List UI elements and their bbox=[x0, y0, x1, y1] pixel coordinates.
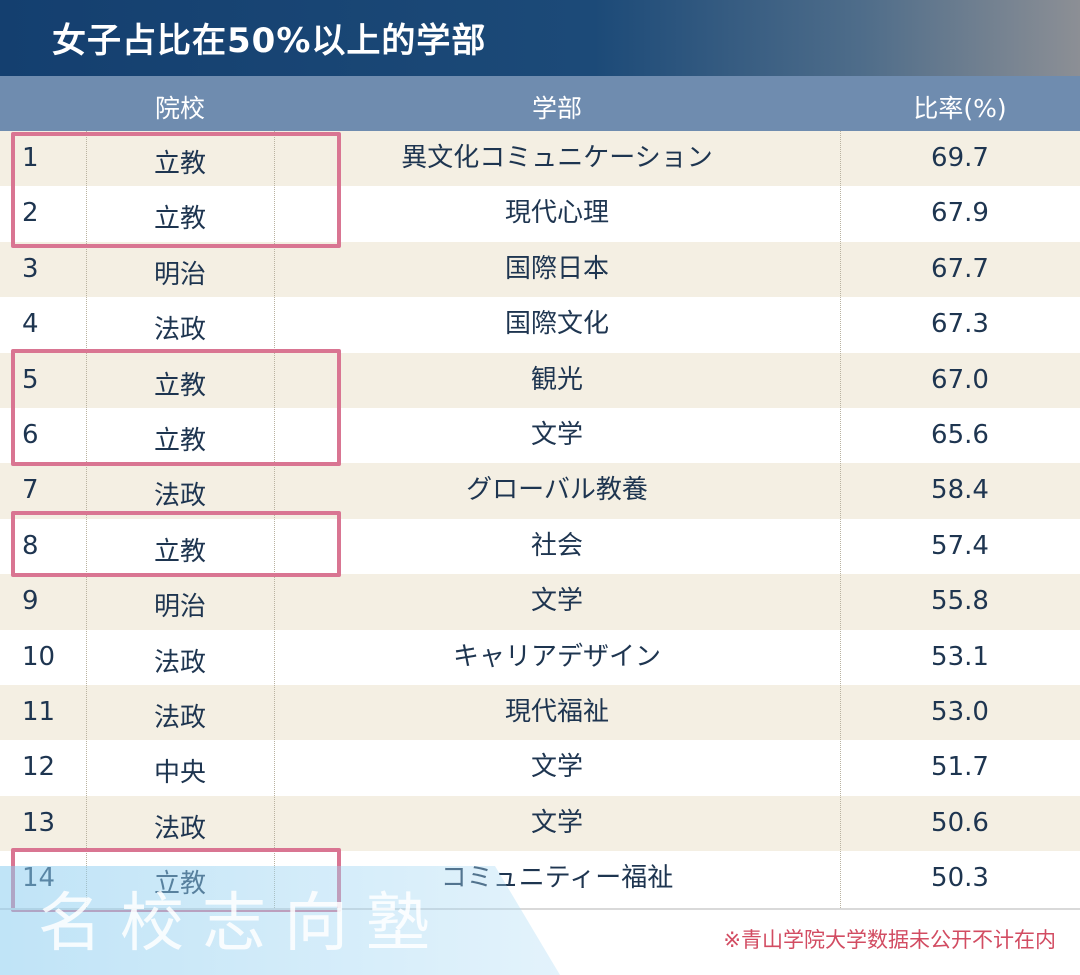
title-bar: 女子占比在50%以上的学部 bbox=[0, 0, 1080, 76]
department-cell: 文学 bbox=[530, 586, 583, 617]
department-cell: 文学 bbox=[530, 419, 583, 450]
rank-cell: 8 bbox=[22, 530, 39, 561]
ratio-cell: 67.7 bbox=[931, 253, 989, 284]
watermark: 名校志向塾 bbox=[38, 887, 448, 961]
rank-cell: 13 bbox=[22, 807, 56, 838]
table-row: 8 立教 社会 57.4 bbox=[0, 518, 1080, 575]
department-cell: 文学 bbox=[530, 807, 583, 838]
table-row: 9 明治 文学 55.8 bbox=[0, 574, 1080, 630]
department-cell: 異文化コミュニケーション bbox=[401, 143, 713, 173]
school-cell: 法政 bbox=[153, 647, 206, 678]
table-row: 4 法政 国際文化 67.3 bbox=[0, 297, 1080, 353]
table-body: 1 立教 異文化コミュニケーション 69.7 2 立教 現代心理 67.9 3 明治 国際日本 67.… bbox=[0, 131, 1080, 907]
ratio-cell: 58.4 bbox=[931, 475, 989, 506]
department-cell: 観光 bbox=[530, 364, 583, 395]
highlight-frame bbox=[11, 349, 341, 466]
table-bottom-border bbox=[0, 908, 1080, 910]
school-cell: 明治 bbox=[153, 592, 206, 623]
ratio-cell: 65.6 bbox=[931, 419, 989, 450]
ratio-cell: 53.1 bbox=[931, 641, 989, 672]
rank-cell: 4 bbox=[22, 309, 39, 340]
table-row: 5 立教 観光 67.0 bbox=[0, 352, 1080, 408]
watermark-band bbox=[0, 866, 560, 975]
column-divider bbox=[840, 131, 841, 908]
chart-title: 女子占比在50%以上的学部 bbox=[52, 21, 487, 61]
table-row: 13 法政 文学 50.6 bbox=[0, 795, 1080, 852]
school-cell: 法政 bbox=[153, 813, 206, 844]
ratio-cell: 50.3 bbox=[931, 863, 989, 894]
footnote: ※青山学院大学数据未公开不计在内 bbox=[723, 928, 1056, 952]
table-row: 12 中央 文学 51.7 bbox=[0, 740, 1080, 796]
rank-cell: 9 bbox=[22, 586, 39, 617]
column-divider bbox=[86, 131, 87, 908]
ratio-cell: 55.8 bbox=[931, 586, 989, 617]
department-cell: 文学 bbox=[530, 752, 583, 783]
ratio-cell: 57.4 bbox=[931, 530, 989, 561]
table-row: 1 立教 異文化コミュニケーション 69.7 bbox=[0, 131, 1080, 187]
rank-cell: 5 bbox=[22, 364, 39, 395]
table-row: 2 立教 現代心理 67.9 bbox=[0, 186, 1080, 242]
header-department: 学部 bbox=[531, 94, 582, 123]
department-cell: 現代福祉 bbox=[504, 696, 609, 727]
column-divider bbox=[274, 131, 275, 908]
school-cell: 立教 bbox=[153, 536, 206, 567]
school-cell: 立教 bbox=[153, 204, 206, 235]
table-row: 3 明治 国際日本 67.7 bbox=[0, 241, 1080, 298]
highlight-frame bbox=[11, 132, 341, 248]
department-cell: 国際日本 bbox=[504, 253, 609, 284]
table-row: 7 法政 グローバル教養 58.4 bbox=[0, 463, 1080, 519]
highlight-frame bbox=[11, 511, 341, 577]
department-cell: 国際文化 bbox=[504, 309, 609, 340]
table-row: 10 法政 キャリアデザイン 53.1 bbox=[0, 629, 1080, 685]
school-cell: 立教 bbox=[153, 370, 206, 401]
rank-cell: 12 bbox=[22, 752, 56, 783]
school-cell: 立教 bbox=[153, 149, 206, 179]
header-ratio: 比率(%) bbox=[913, 94, 1007, 123]
header-school: 院校 bbox=[154, 94, 205, 123]
table-header: 院校 学部 比率(%) bbox=[0, 76, 1080, 131]
rank-cell: 2 bbox=[22, 198, 39, 229]
ratio-cell: 50.6 bbox=[931, 807, 989, 838]
ratio-cell: 51.7 bbox=[931, 752, 989, 783]
school-cell: 明治 bbox=[153, 259, 206, 290]
rank-cell: 3 bbox=[22, 253, 39, 284]
rank-cell: 11 bbox=[22, 696, 56, 727]
ratio-cell: 69.7 bbox=[931, 143, 989, 173]
ratio-cell: 53.0 bbox=[931, 696, 989, 727]
rank-cell: 6 bbox=[22, 419, 39, 450]
school-cell: 立教 bbox=[153, 425, 206, 456]
school-cell: 法政 bbox=[153, 481, 206, 512]
school-cell: 法政 bbox=[153, 315, 206, 346]
school-cell: 中央 bbox=[153, 758, 206, 789]
ratio-cell: 67.0 bbox=[931, 364, 989, 395]
rank-cell: 10 bbox=[22, 641, 56, 672]
department-cell: グローバル教養 bbox=[466, 475, 648, 506]
department-cell: 現代心理 bbox=[504, 198, 609, 229]
department-cell: 社会 bbox=[530, 530, 583, 561]
rank-cell: 1 bbox=[22, 143, 39, 173]
department-cell: キャリアデザイン bbox=[452, 641, 661, 672]
ratio-cell: 67.3 bbox=[931, 309, 989, 340]
table-row: 6 立教 文学 65.6 bbox=[0, 407, 1080, 464]
ratio-cell: 67.9 bbox=[931, 198, 989, 229]
rank-cell: 7 bbox=[22, 475, 39, 506]
school-cell: 法政 bbox=[153, 702, 206, 733]
table-row: 11 法政 現代福祉 53.0 bbox=[0, 684, 1080, 741]
